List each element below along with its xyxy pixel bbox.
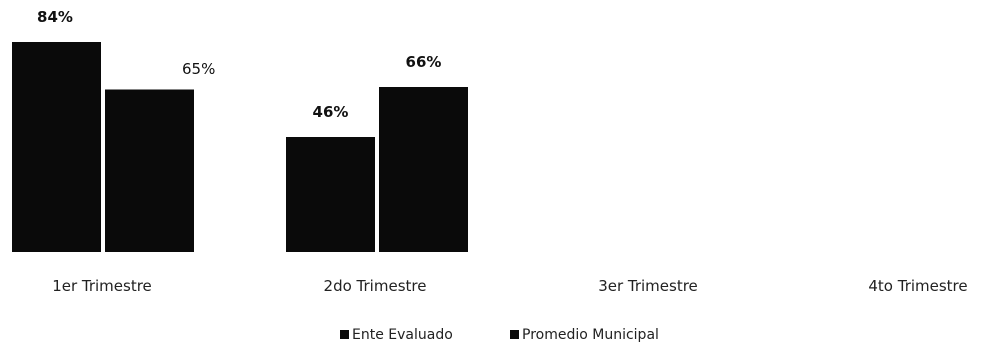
legend-swatch-ente-evaluado bbox=[340, 330, 349, 339]
category-label-1: 1er Trimestre bbox=[52, 277, 152, 295]
value-labels-layer: 84% 65% 46% 66% bbox=[37, 8, 441, 121]
data-label-ente-evaluado-2: 46% bbox=[313, 103, 349, 121]
data-label-promedio-municipal-2: 66% bbox=[406, 53, 442, 71]
data-label-ente-evaluado-1: 84% bbox=[37, 8, 73, 26]
bar-promedio-municipal-1 bbox=[105, 89, 194, 252]
legend: Ente Evaluado Promedio Municipal bbox=[340, 327, 659, 343]
bars-layer bbox=[12, 42, 468, 252]
data-label-promedio-municipal-1: 65% bbox=[182, 60, 215, 78]
legend-label-promedio-municipal: Promedio Municipal bbox=[522, 327, 659, 343]
bar-ente-evaluado-2 bbox=[286, 137, 375, 252]
legend-label-ente-evaluado: Ente Evaluado bbox=[352, 327, 453, 343]
category-label-3: 3er Trimestre bbox=[598, 277, 698, 295]
legend-swatch-promedio-municipal bbox=[510, 330, 519, 339]
category-labels-layer: 1er Trimestre 2do Trimestre 3er Trimestre 4… bbox=[52, 277, 967, 295]
bar-promedio-municipal-2 bbox=[379, 87, 468, 252]
legend-item-ente-evaluado: Ente Evaluado bbox=[340, 327, 453, 343]
category-label-4: 4to Trimestre bbox=[868, 277, 967, 295]
bar-ente-evaluado-1 bbox=[12, 42, 101, 252]
legend-item-promedio-municipal: Promedio Municipal bbox=[510, 327, 659, 343]
category-label-2: 2do Trimestre bbox=[324, 277, 427, 295]
